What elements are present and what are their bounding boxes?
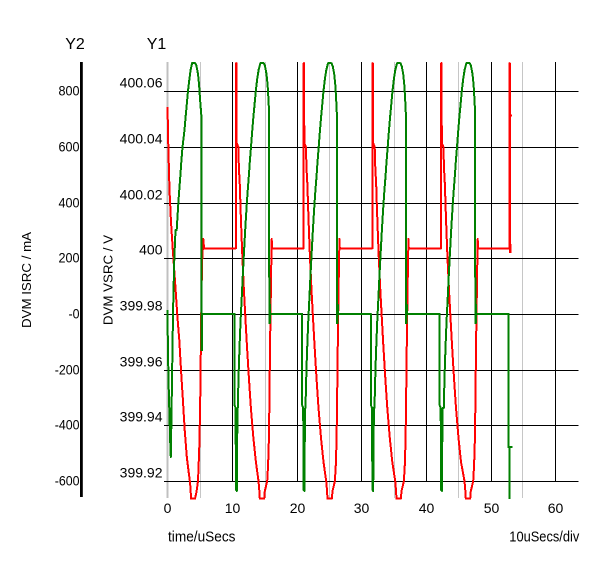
svg-text:400: 400 [59, 195, 80, 211]
svg-text:-0: -0 [69, 306, 80, 322]
svg-text:20: 20 [290, 500, 306, 516]
svg-text:50: 50 [484, 500, 500, 516]
svg-text:60: 60 [548, 500, 564, 516]
svg-text:399.98: 399.98 [120, 298, 163, 314]
svg-text:10: 10 [225, 500, 241, 516]
svg-text:DVM ISRC / mA: DVM ISRC / mA [19, 232, 34, 328]
svg-text:399.92: 399.92 [120, 465, 163, 481]
svg-text:200: 200 [59, 250, 80, 266]
svg-text:399.94: 399.94 [120, 409, 163, 425]
svg-text:400: 400 [139, 242, 163, 258]
svg-text:399.96: 399.96 [120, 354, 163, 370]
svg-text:Y2: Y2 [65, 36, 85, 53]
svg-text:40: 40 [419, 500, 435, 516]
svg-text:800: 800 [59, 83, 80, 99]
svg-text:10uSecs/div: 10uSecs/div [509, 530, 580, 546]
svg-text:0: 0 [164, 500, 172, 516]
svg-text:400.04: 400.04 [120, 131, 163, 147]
svg-text:Y1: Y1 [147, 36, 167, 53]
svg-text:-400: -400 [55, 417, 80, 433]
svg-text:-200: -200 [55, 362, 80, 378]
svg-text:600: 600 [59, 139, 80, 155]
svg-text:-600: -600 [55, 473, 80, 489]
svg-text:400.02: 400.02 [120, 187, 163, 203]
svg-text:time/uSecs: time/uSecs [168, 530, 236, 546]
svg-text:400.06: 400.06 [120, 75, 163, 91]
svg-text:DVM VSRC / V: DVM VSRC / V [101, 235, 116, 325]
svg-text:30: 30 [354, 500, 370, 516]
